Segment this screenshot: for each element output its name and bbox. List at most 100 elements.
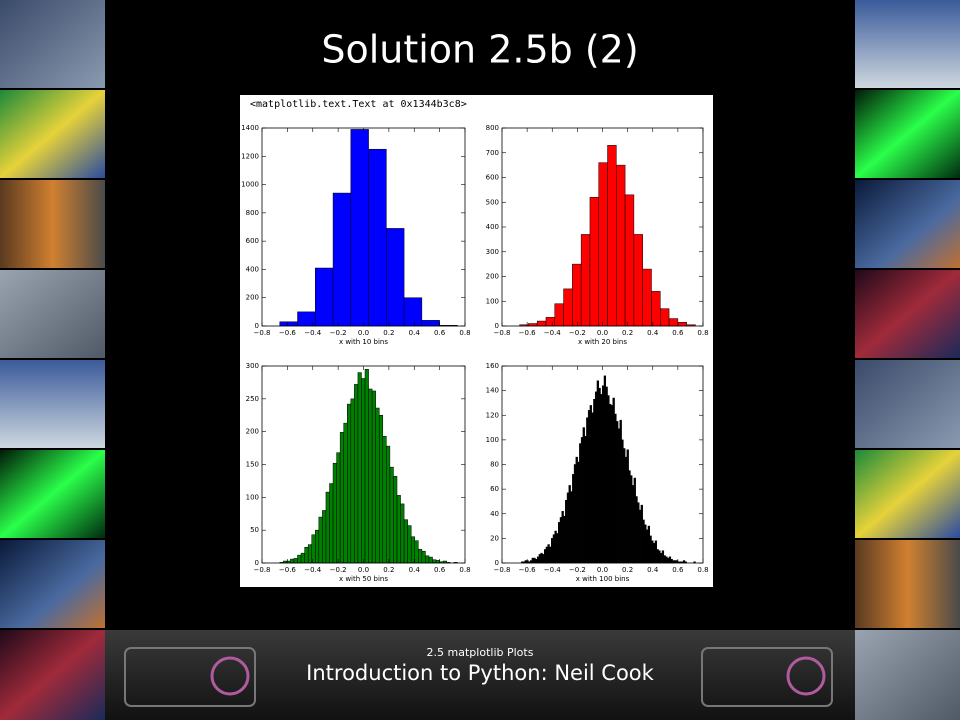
histogram-bar bbox=[630, 475, 633, 564]
photo-tile bbox=[0, 0, 105, 88]
x-tick-label: 0.8 bbox=[697, 566, 708, 574]
histogram-chart: −0.8 −0.6 −0.4 −0.2 0.0 0.2 0.4 0.6 0.8 0 200 400 60… bbox=[241, 124, 470, 346]
histogram-bar bbox=[660, 308, 670, 327]
photo-tile bbox=[0, 90, 105, 178]
photo-tile bbox=[0, 630, 105, 720]
x-tick-label: 0.0 bbox=[597, 566, 608, 574]
x-tick-label: 0.2 bbox=[622, 329, 633, 337]
histogram-bar bbox=[598, 162, 608, 327]
histogram-bar bbox=[535, 559, 538, 564]
y-tick-label: 800 bbox=[486, 124, 499, 132]
histogram-bar bbox=[414, 540, 419, 564]
histogram-bar bbox=[577, 461, 580, 564]
y-tick-label: 200 bbox=[246, 294, 259, 302]
histogram-bar bbox=[566, 492, 570, 564]
y-tick-label: 300 bbox=[486, 248, 499, 256]
y-tick-label: 800 bbox=[246, 209, 259, 217]
histogram-bar bbox=[580, 234, 591, 327]
histogram-bar bbox=[325, 491, 330, 564]
y-tick-label: 160 bbox=[486, 362, 499, 370]
histogram-bar bbox=[547, 544, 550, 564]
histogram-bar bbox=[656, 549, 659, 564]
x-tick-label: 0.6 bbox=[672, 329, 684, 337]
histogram-bar bbox=[670, 559, 673, 564]
x-axis-label: x with 20 bins bbox=[578, 338, 627, 346]
histogram-chart: −0.8 −0.6 −0.4 −0.2 0.0 0.2 0.4 0.6 0.8 0 100 200 30… bbox=[486, 124, 709, 346]
histogram-bar bbox=[645, 529, 649, 564]
x-tick-label: 0.6 bbox=[434, 566, 446, 574]
histogram-bar bbox=[315, 529, 320, 564]
histogram-bar bbox=[536, 320, 547, 327]
histogram-bar bbox=[653, 543, 656, 564]
histogram-bar bbox=[290, 558, 295, 564]
histogram-bar bbox=[322, 510, 327, 564]
histogram-bar bbox=[559, 517, 563, 564]
histogram-bar bbox=[640, 504, 643, 564]
histogram-bar bbox=[350, 129, 369, 327]
histogram-bar bbox=[297, 554, 302, 564]
y-tick-label: 200 bbox=[246, 428, 259, 436]
x-tick-label: −0.2 bbox=[569, 329, 586, 337]
y-tick-label: 1000 bbox=[241, 181, 259, 189]
histogram-bar bbox=[621, 439, 624, 564]
histogram-bar bbox=[378, 415, 384, 564]
photo-tile bbox=[0, 180, 105, 268]
footer-logo bbox=[701, 647, 833, 707]
histogram-bar bbox=[361, 378, 366, 564]
histogram-bar bbox=[545, 546, 548, 564]
photo-tile bbox=[855, 180, 960, 268]
photo-tile bbox=[855, 630, 960, 720]
histogram-bar bbox=[403, 297, 423, 327]
x-tick-label: 0.4 bbox=[409, 566, 421, 574]
x-tick-label: −0.4 bbox=[304, 566, 322, 574]
histogram-bar bbox=[575, 456, 578, 564]
histogram-bar bbox=[605, 386, 608, 564]
histogram-bar bbox=[616, 421, 619, 564]
y-tick-label: 1200 bbox=[241, 152, 259, 160]
histogram-bar bbox=[637, 502, 640, 564]
histogram-bar bbox=[307, 544, 312, 564]
histogram-bar bbox=[594, 391, 598, 564]
histogram-bar bbox=[549, 546, 552, 564]
x-tick-label: 0.0 bbox=[358, 566, 369, 574]
histogram-bar bbox=[428, 556, 433, 564]
y-tick-label: 250 bbox=[246, 395, 259, 403]
x-tick-label: −0.8 bbox=[494, 329, 511, 337]
histogram-bar bbox=[582, 427, 585, 564]
histogram-bar bbox=[279, 321, 298, 327]
photo-tile bbox=[0, 540, 105, 628]
x-tick-label: −0.2 bbox=[330, 329, 347, 337]
histogram-bar bbox=[579, 443, 582, 564]
histogram-bar bbox=[371, 390, 376, 564]
histogram-bar bbox=[336, 452, 341, 564]
histogram-bar bbox=[570, 491, 573, 564]
histogram-bar bbox=[607, 395, 610, 564]
histogram-bar bbox=[393, 476, 398, 564]
histogram-bar bbox=[315, 267, 334, 327]
histogram-bar bbox=[375, 407, 380, 564]
histogram-bar bbox=[542, 554, 545, 564]
histogram-bar bbox=[568, 485, 571, 564]
y-tick-label: 60 bbox=[490, 485, 499, 493]
histogram-bar bbox=[668, 318, 679, 327]
histogram-bar bbox=[389, 466, 394, 564]
left-photo-strip bbox=[0, 0, 105, 720]
x-tick-label: −0.8 bbox=[254, 566, 271, 574]
histogram-bar bbox=[617, 428, 621, 564]
x-tick-label: 0.2 bbox=[622, 566, 633, 574]
histogram-bar bbox=[642, 519, 645, 564]
histogram-bar bbox=[339, 432, 344, 564]
histogram-bar bbox=[418, 548, 423, 564]
histogram-bar bbox=[623, 448, 626, 564]
histogram-bar bbox=[647, 525, 650, 564]
histogram-bar bbox=[554, 303, 564, 327]
histogram-bar bbox=[563, 515, 566, 564]
histogram-bar bbox=[563, 288, 573, 327]
footer-subtitle: 2.5 matplotlib Plots bbox=[427, 646, 534, 659]
x-axis-label: x with 100 bins bbox=[576, 575, 630, 583]
x-axis-label: x with 10 bins bbox=[339, 338, 388, 346]
y-tick-label: 400 bbox=[246, 265, 259, 273]
histogram-bar bbox=[619, 419, 622, 564]
x-tick-label: 0.4 bbox=[409, 329, 421, 337]
histogram-bar bbox=[343, 422, 348, 564]
